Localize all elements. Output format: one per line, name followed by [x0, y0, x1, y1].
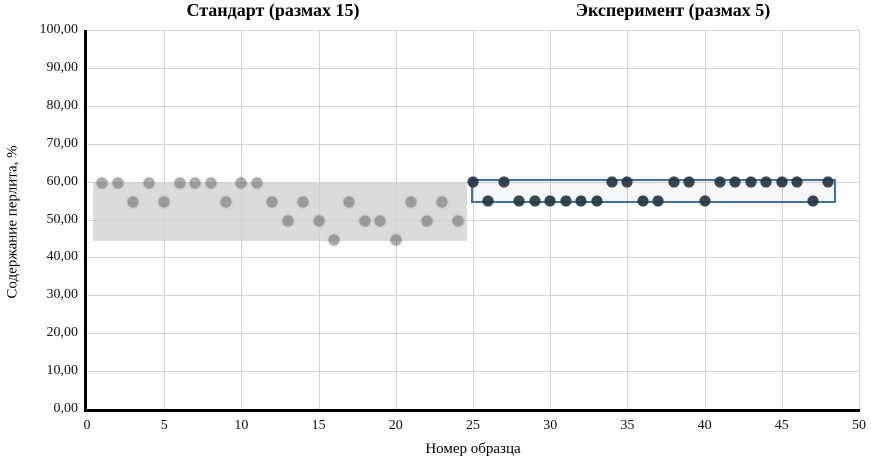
- x-tick-label-50: 50: [852, 418, 866, 433]
- data-point-experiment: [482, 195, 494, 207]
- data-point-experiment: [729, 176, 741, 188]
- x-axis-line: [84, 409, 860, 412]
- data-point-experiment: [544, 195, 556, 207]
- data-point-experiment: [668, 176, 680, 188]
- data-point-experiment: [652, 195, 664, 207]
- data-point-standard: [405, 196, 417, 208]
- x-tick-label-5: 5: [160, 418, 168, 433]
- data-point-standard: [436, 196, 448, 208]
- data-point-experiment: [591, 195, 603, 207]
- chart-title-experiment: Эксперимент (размах 5): [575, 0, 771, 20]
- data-point-experiment: [529, 195, 541, 207]
- y-tick-label-60: 60,00: [46, 173, 79, 189]
- x-axis-title: Номер образца: [425, 441, 521, 457]
- data-point-standard: [158, 196, 170, 208]
- data-point-standard: [328, 234, 340, 246]
- data-point-standard: [374, 215, 386, 227]
- y-tick-label-80: 80,00: [46, 97, 79, 113]
- x-tick-label-10: 10: [234, 418, 249, 433]
- data-point-standard: [174, 177, 186, 189]
- x-tick-label-35: 35: [620, 418, 635, 433]
- data-point-experiment: [683, 176, 695, 188]
- y-tick-label-50: 50,00: [46, 211, 79, 227]
- data-point-experiment: [760, 176, 772, 188]
- gridline-vertical-10: [241, 30, 243, 409]
- data-point-standard: [282, 215, 294, 227]
- x-tick-label-0: 0: [83, 418, 91, 433]
- gridline-vertical-35: [627, 30, 629, 409]
- data-point-standard: [143, 177, 155, 189]
- gridline-vertical-50: [859, 30, 860, 409]
- chart-title-standard: Стандарт (размах 15): [186, 0, 360, 20]
- data-point-standard: [96, 177, 108, 189]
- data-point-standard: [235, 177, 247, 189]
- data-point-experiment: [637, 195, 649, 207]
- y-tick-label-20: 20,00: [46, 325, 79, 341]
- data-point-experiment: [575, 195, 587, 207]
- data-point-standard: [251, 177, 263, 189]
- data-point-standard: [343, 196, 355, 208]
- x-tick-label-40: 40: [697, 418, 712, 433]
- gridline-vertical-30: [550, 30, 552, 409]
- x-tick-label-20: 20: [388, 418, 403, 433]
- x-tick-label-30: 30: [543, 418, 558, 433]
- gridline-vertical-25: [473, 30, 474, 409]
- data-point-standard: [452, 215, 464, 227]
- y-tick-label-70: 70,00: [46, 135, 79, 151]
- data-point-experiment: [699, 195, 711, 207]
- y-axis-line: [84, 30, 87, 412]
- data-point-standard: [127, 196, 139, 208]
- data-point-standard: [390, 234, 402, 246]
- data-point-experiment: [714, 176, 726, 188]
- data-point-standard: [313, 215, 325, 227]
- data-point-standard: [297, 196, 309, 208]
- data-point-experiment: [560, 195, 572, 207]
- gridline-vertical-5: [164, 30, 166, 409]
- data-point-standard: [112, 177, 124, 189]
- y-tick-label-90: 90,00: [46, 59, 79, 75]
- data-point-experiment: [621, 176, 633, 188]
- data-point-standard: [421, 215, 433, 227]
- data-point-experiment: [822, 176, 834, 188]
- x-tick-label-45: 45: [774, 418, 789, 433]
- gridline-vertical-45: [781, 30, 783, 409]
- y-tick-label-100: 100,00: [39, 22, 79, 37]
- y-tick-label-10: 10,00: [46, 363, 79, 379]
- data-point-experiment: [776, 176, 788, 188]
- data-point-experiment: [791, 176, 803, 188]
- data-point-standard: [359, 215, 371, 227]
- y-tick-label-30: 30,00: [46, 287, 79, 303]
- data-point-experiment: [513, 195, 525, 207]
- data-point-experiment: [807, 195, 819, 207]
- gridline-vertical-20: [395, 30, 397, 409]
- data-point-standard: [189, 177, 201, 189]
- data-point-standard: [205, 177, 217, 189]
- data-point-experiment: [498, 176, 510, 188]
- data-point-standard: [220, 196, 232, 208]
- data-point-experiment: [467, 176, 479, 188]
- data-point-experiment: [606, 176, 618, 188]
- x-tick-label-15: 15: [311, 418, 326, 433]
- x-tick-label-25: 25: [466, 418, 480, 433]
- y-tick-label-0: 0,00: [53, 401, 79, 416]
- y-tick-label-40: 40,00: [46, 249, 79, 265]
- data-point-standard: [266, 196, 278, 208]
- standard-range-band: [93, 181, 467, 241]
- gridline-vertical-40: [704, 30, 706, 409]
- data-point-experiment: [745, 176, 757, 188]
